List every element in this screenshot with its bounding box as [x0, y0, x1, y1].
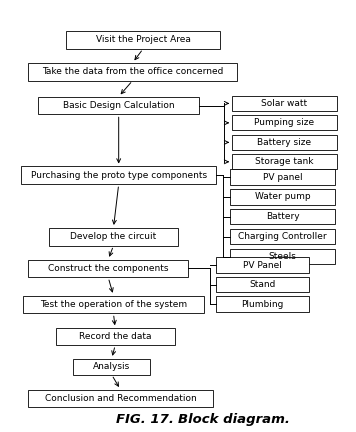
FancyBboxPatch shape [56, 328, 174, 345]
Text: Analysis: Analysis [93, 362, 130, 371]
FancyBboxPatch shape [216, 257, 309, 273]
Text: Plumbing: Plumbing [241, 299, 284, 308]
Text: Develop the circuit: Develop the circuit [70, 232, 157, 241]
FancyBboxPatch shape [38, 97, 199, 114]
Text: PV Panel: PV Panel [243, 260, 282, 270]
FancyBboxPatch shape [232, 135, 337, 150]
Text: Conclusion and Recommendation: Conclusion and Recommendation [44, 394, 196, 403]
FancyBboxPatch shape [230, 249, 335, 264]
Text: Test the operation of the system: Test the operation of the system [40, 300, 187, 309]
FancyBboxPatch shape [230, 189, 335, 205]
Text: Battery: Battery [266, 213, 299, 221]
FancyBboxPatch shape [28, 260, 188, 277]
Text: Basic Design Calculation: Basic Design Calculation [63, 101, 174, 110]
Text: Storage tank: Storage tank [255, 157, 314, 166]
Text: Take the data from the office concerned: Take the data from the office concerned [42, 67, 223, 76]
Text: FIG. 17.: FIG. 17. [115, 413, 178, 426]
FancyBboxPatch shape [232, 96, 337, 111]
Text: Visit the Project Area: Visit the Project Area [96, 35, 190, 44]
FancyBboxPatch shape [49, 228, 178, 246]
Text: Charging Controller: Charging Controller [239, 232, 327, 241]
FancyBboxPatch shape [28, 63, 237, 80]
FancyBboxPatch shape [66, 31, 220, 49]
Text: Construct the components: Construct the components [48, 264, 168, 273]
FancyBboxPatch shape [230, 229, 335, 245]
FancyBboxPatch shape [232, 115, 337, 130]
Text: Stand: Stand [250, 280, 276, 289]
Text: Water pump: Water pump [255, 192, 310, 201]
FancyBboxPatch shape [21, 166, 216, 184]
FancyBboxPatch shape [230, 169, 335, 184]
Text: Solar watt: Solar watt [261, 99, 308, 108]
Text: Battery size: Battery size [257, 138, 312, 147]
FancyBboxPatch shape [23, 295, 204, 313]
FancyBboxPatch shape [216, 277, 309, 292]
FancyBboxPatch shape [73, 359, 150, 375]
FancyBboxPatch shape [28, 390, 213, 407]
FancyBboxPatch shape [216, 296, 309, 311]
Text: PV panel: PV panel [263, 172, 303, 181]
FancyBboxPatch shape [230, 209, 335, 225]
Text: Block diagram.: Block diagram. [178, 413, 290, 426]
FancyBboxPatch shape [232, 154, 337, 169]
Text: Purchasing the proto type components: Purchasing the proto type components [31, 171, 207, 180]
Text: Steels: Steels [269, 252, 297, 261]
Text: Pumping size: Pumping size [254, 118, 314, 127]
Text: Record the data: Record the data [79, 332, 151, 341]
